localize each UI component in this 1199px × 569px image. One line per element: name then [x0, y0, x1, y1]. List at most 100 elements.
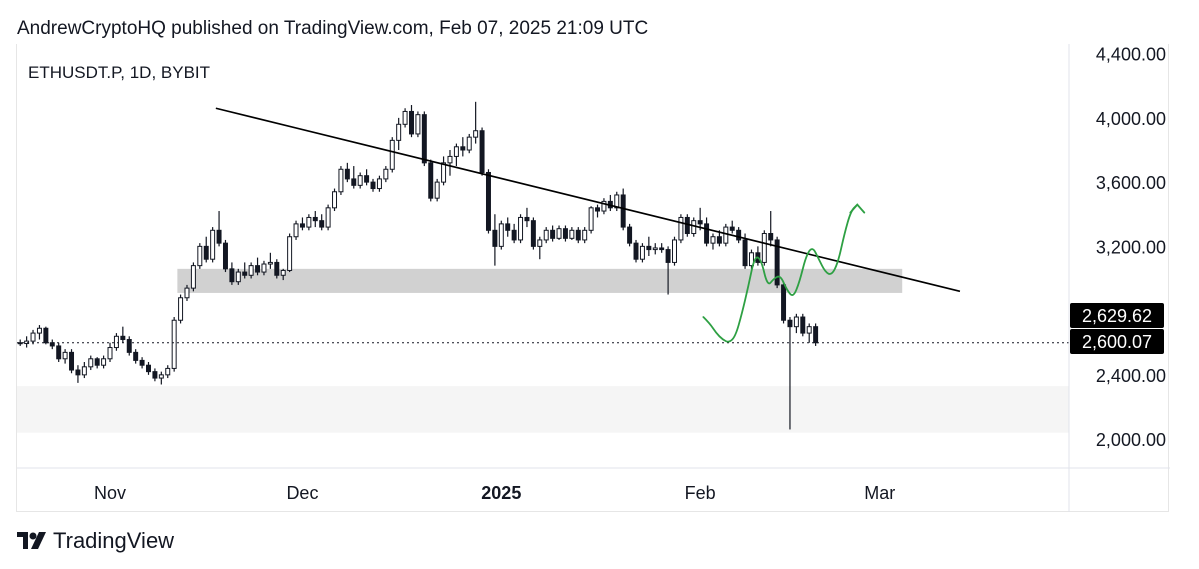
candle: [537, 236, 543, 260]
candle-body-down: [485, 171, 491, 231]
candle: [280, 268, 286, 281]
candle-body-down: [344, 168, 350, 180]
candle: [607, 194, 613, 212]
candle-body-down: [781, 284, 787, 321]
chart-frame[interactable]: 4,400.00 4,000.00 3,600.00 3,200.00 2,400.00…: [16, 44, 1170, 512]
candle: [94, 357, 100, 369]
candle-body-up: [267, 261, 273, 265]
candle: [530, 217, 536, 250]
candle-body-down: [43, 327, 49, 344]
candle: [81, 362, 87, 379]
candle: [396, 117, 402, 150]
candle-body-down: [120, 335, 126, 341]
candle: [665, 246, 671, 295]
price-chart[interactable]: 4,400.00 4,000.00 3,600.00 3,200.00 2,400.00…: [17, 44, 1170, 512]
candle-body-down: [646, 245, 652, 251]
candle-body-down: [627, 226, 633, 244]
price-label: 2,629.62: [1070, 303, 1164, 328]
candle-body-up: [453, 146, 459, 157]
candle: [434, 178, 440, 202]
price-label-text: 2,629.62: [1082, 306, 1152, 326]
candle-body-down: [139, 359, 145, 366]
candle-body-down: [620, 194, 626, 228]
candle: [498, 220, 504, 250]
candle-body-up: [280, 269, 286, 276]
candle-body-down: [800, 316, 806, 334]
candle-body-up: [62, 351, 68, 360]
candle: [319, 214, 325, 231]
candle: [415, 111, 421, 138]
candle: [813, 323, 819, 346]
candle-body-up: [306, 216, 312, 228]
candle: [646, 236, 652, 256]
candle: [781, 281, 787, 324]
candle: [351, 166, 357, 189]
candle: [299, 217, 305, 231]
candle-body-up: [402, 110, 408, 125]
candle-body-up: [389, 139, 395, 170]
candle: [742, 233, 748, 269]
candle: [505, 217, 511, 237]
candle-body-down: [736, 229, 742, 241]
candle: [409, 105, 414, 138]
candle-body-down: [421, 114, 427, 164]
candle-body-down: [479, 130, 485, 173]
candle: [428, 159, 434, 202]
y-tick-label: 3,200.00: [1096, 237, 1166, 257]
candle: [402, 108, 408, 128]
candle-body-down: [511, 229, 517, 241]
candle-body-up: [543, 229, 549, 241]
price-label-box: [1070, 329, 1164, 354]
candle-body-up: [338, 168, 344, 193]
candle-body-up: [101, 358, 107, 366]
candle: [704, 217, 710, 247]
candle: [588, 206, 594, 234]
candle-body-down: [255, 265, 261, 273]
candle: [678, 214, 684, 244]
candle: [614, 191, 620, 212]
candle: [620, 188, 626, 231]
candle-body-up: [537, 239, 543, 247]
tradingview-logo-icon: [17, 532, 46, 549]
candle: [562, 225, 568, 242]
candle-body-up: [569, 229, 575, 239]
candle: [88, 355, 94, 371]
candle: [421, 111, 427, 167]
y-tick-label: 3,600.00: [1096, 173, 1166, 193]
candle: [575, 227, 581, 244]
candle-body-up: [447, 155, 453, 164]
candle-body-down: [146, 364, 151, 373]
candle: [274, 259, 280, 279]
x-tick-label: Nov: [94, 483, 126, 503]
candle-body-up: [396, 123, 402, 141]
candle: [229, 262, 235, 285]
candle-body-up: [107, 347, 113, 360]
candle-body-down: [94, 358, 100, 366]
candle: [787, 317, 793, 430]
candle-body-down: [152, 371, 158, 379]
candle-body-up: [197, 245, 203, 267]
candle: [383, 166, 389, 183]
candle-body-down: [319, 220, 325, 228]
candle-body-down: [562, 228, 568, 239]
resistance-zone: [177, 268, 903, 293]
candle-body-down: [460, 146, 466, 151]
candle: [113, 333, 119, 351]
candle: [107, 342, 113, 362]
candle-body-up: [652, 247, 658, 251]
candle-body-up: [332, 191, 338, 209]
candle: [287, 233, 293, 273]
candle: [652, 243, 658, 255]
candle: [543, 227, 549, 244]
candle: [146, 362, 151, 375]
candle: [569, 227, 575, 240]
projection-path: [702, 203, 859, 343]
candle-body-down: [242, 271, 248, 276]
candle: [755, 246, 761, 266]
candle: [235, 268, 241, 285]
candle-body-up: [210, 229, 216, 260]
candle: [793, 313, 799, 334]
candle: [242, 262, 248, 279]
candle: [338, 166, 344, 195]
candle: [492, 214, 498, 266]
